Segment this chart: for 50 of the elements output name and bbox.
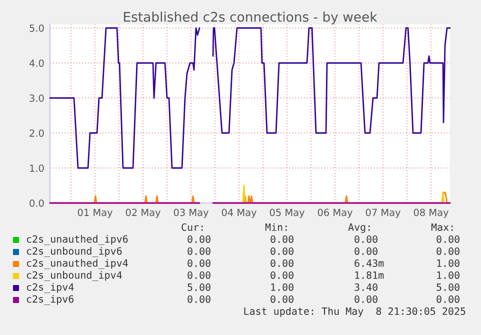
text: 0.00 [188,247,210,255]
text: 6.43m [354,259,384,267]
text: 0.00 [436,247,460,255]
legend-label: c2s_unauthed_ipv6 [26,235,128,245]
text: Last update: Thu May 8 21:30:05 2025 [244,307,466,317]
x-tick-label: 01 May [78,208,112,218]
y-tick-label: 4.0 [29,59,44,67]
y-tick-label: 3.0 [30,94,44,102]
text: 0.00 [354,295,378,303]
y-tick-label: 1.0 [30,164,44,172]
x-tick-label: 06 May [318,208,352,218]
text: Avg: [348,223,370,233]
text: 0.00 [270,271,294,279]
text: 0.00 [188,271,210,279]
chart-title: Established c2s connections - by week [124,12,378,24]
x-tick-label: 07 May [366,208,400,218]
x-tick-label: 08 May [414,208,448,218]
text: 0.00 [354,247,378,255]
text: 0.00 [436,295,460,303]
legend-label: c2s_unbound_ipv6 [26,247,122,257]
text: 0.00 [354,235,378,243]
text: 1.00 [437,259,460,267]
text: 0.00 [188,235,210,243]
text: 0.00 [270,259,294,267]
legend-label: c2s_ipv4 [26,283,74,293]
text: Min: [265,223,287,231]
x-tick-label: 03 May [174,208,208,218]
text: 0.00 [188,295,210,303]
text: 0.00 [270,235,294,243]
legend-label: c2s_ipv6 [26,295,74,305]
text: 0.00 [436,235,460,243]
legend-label: c2s_unbound_ipv4 [26,271,122,281]
text: 0.00 [270,247,294,255]
legend-label: c2s_unauthed_ipv4 [26,259,128,269]
y-tick-label: 0.0 [30,199,44,207]
text: 5.00 [188,283,210,291]
text: 1.00 [271,283,294,291]
x-tick-label: 05 May [270,208,304,218]
text: 5.00 [436,283,460,291]
y-tick-label: 5.0 [30,24,44,32]
y-tick-label: 2.0 [30,129,44,137]
text: 0.00 [270,295,294,303]
text: 0.00 [188,259,210,267]
x-tick-label: 02 May [126,208,160,218]
text: 3.40 [354,283,378,291]
text: Max: [431,223,453,231]
text: 1.81m [355,271,384,279]
text: Cur: [182,223,203,231]
text: 1.00 [437,271,460,279]
x-tick-label: 04 May [222,208,256,218]
